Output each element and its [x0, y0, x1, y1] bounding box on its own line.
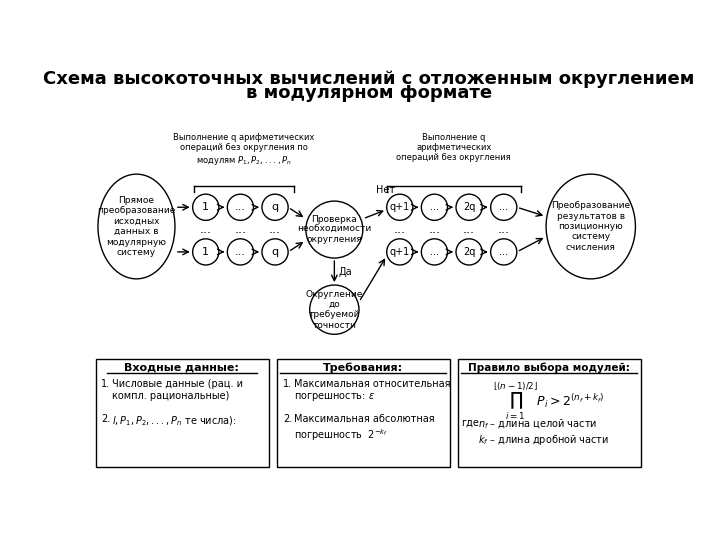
Text: Максимальная относительная
погрешность: $\varepsilon$: Максимальная относительная погрешность: …	[294, 379, 450, 402]
Text: 1: 1	[202, 202, 210, 212]
Text: ...: ...	[394, 223, 406, 236]
Text: Схема высокоточных вычислений с отложенным округлением: Схема высокоточных вычислений с отложенн…	[43, 70, 695, 87]
Ellipse shape	[546, 174, 636, 279]
Text: 1.: 1.	[283, 379, 292, 389]
Text: где: где	[462, 417, 480, 428]
Text: q: q	[271, 202, 279, 212]
Text: $\prod_{i=1}^{\lfloor(n-1)/2\rfloor} P_i > 2^{(n_f+k_f)}$: $\prod_{i=1}^{\lfloor(n-1)/2\rfloor} P_i…	[493, 381, 605, 422]
Text: Нет: Нет	[377, 185, 395, 195]
Text: 2.: 2.	[101, 414, 110, 424]
Text: Преобразование
результатов в
позиционную
систему
счисления: Преобразование результатов в позиционную…	[552, 201, 630, 252]
Text: q: q	[271, 247, 279, 257]
Text: 2q: 2q	[463, 202, 475, 212]
Text: Максимальная абсолютная
погрешность  $2^{-k_f}$: Максимальная абсолютная погрешность $2^{…	[294, 414, 434, 443]
Text: $n_f$ – длина целой части
$k_f$ – длина дробной части: $n_f$ – длина целой части $k_f$ – длина …	[478, 417, 609, 447]
Circle shape	[490, 239, 517, 265]
Circle shape	[456, 194, 482, 220]
Circle shape	[262, 194, 288, 220]
Text: Требования:: Требования:	[323, 362, 403, 373]
Circle shape	[490, 194, 517, 220]
Text: ...: ...	[269, 223, 281, 236]
Text: Да: Да	[338, 267, 352, 277]
Bar	[457, 359, 641, 467]
Circle shape	[387, 239, 413, 265]
Text: $l, P_1, P_2,..., P_n$ те числа):: $l, P_1, P_2,..., P_n$ те числа):	[112, 414, 237, 428]
Text: Выполнение q
арифметических
операций без округления: Выполнение q арифметических операций без…	[397, 132, 511, 163]
Text: ...: ...	[235, 223, 246, 236]
Text: ...: ...	[199, 223, 212, 236]
Text: ...: ...	[463, 223, 475, 236]
Text: q+1: q+1	[390, 247, 410, 257]
Text: q+1: q+1	[390, 202, 410, 212]
Text: ...: ...	[498, 223, 510, 236]
Text: Правило выбора модулей:: Правило выбора модулей:	[468, 362, 630, 373]
Text: 2.: 2.	[283, 414, 292, 424]
Circle shape	[228, 194, 253, 220]
Circle shape	[306, 201, 363, 258]
Circle shape	[193, 239, 219, 265]
Circle shape	[228, 239, 253, 265]
Text: ...: ...	[499, 202, 508, 212]
Text: в модулярном формате: в модулярном формате	[246, 84, 492, 102]
Text: Проверка
необходимости
округления: Проверка необходимости округления	[297, 215, 372, 245]
Circle shape	[421, 194, 448, 220]
Text: 1: 1	[202, 247, 210, 257]
Circle shape	[421, 239, 448, 265]
Text: ...: ...	[235, 202, 246, 212]
Circle shape	[456, 239, 482, 265]
Text: Числовые данные (рац. и
компл. рациональные): Числовые данные (рац. и компл. рациональ…	[112, 379, 243, 401]
Text: ...: ...	[235, 247, 246, 257]
Circle shape	[193, 194, 219, 220]
Circle shape	[262, 239, 288, 265]
Text: ...: ...	[428, 223, 441, 236]
Text: 1.: 1.	[101, 379, 110, 389]
Circle shape	[310, 285, 359, 334]
Text: ...: ...	[499, 247, 508, 257]
Text: Округление
до
требуемой
точности: Округление до требуемой точности	[306, 289, 363, 330]
Text: Прямое
преобразование
исходных
данных в
модулярную
систему: Прямое преобразование исходных данных в …	[97, 196, 176, 257]
Bar	[96, 359, 269, 467]
Ellipse shape	[98, 174, 175, 279]
Bar	[276, 359, 450, 467]
Text: Выполнение q арифметических
операций без округления по
модулям $P_1, P_2,..., P_: Выполнение q арифметических операций без…	[173, 132, 314, 167]
Text: 2q: 2q	[463, 247, 475, 257]
Circle shape	[387, 194, 413, 220]
Text: ...: ...	[430, 202, 439, 212]
Text: Входные данные:: Входные данные:	[125, 362, 239, 372]
Text: ...: ...	[430, 247, 439, 257]
